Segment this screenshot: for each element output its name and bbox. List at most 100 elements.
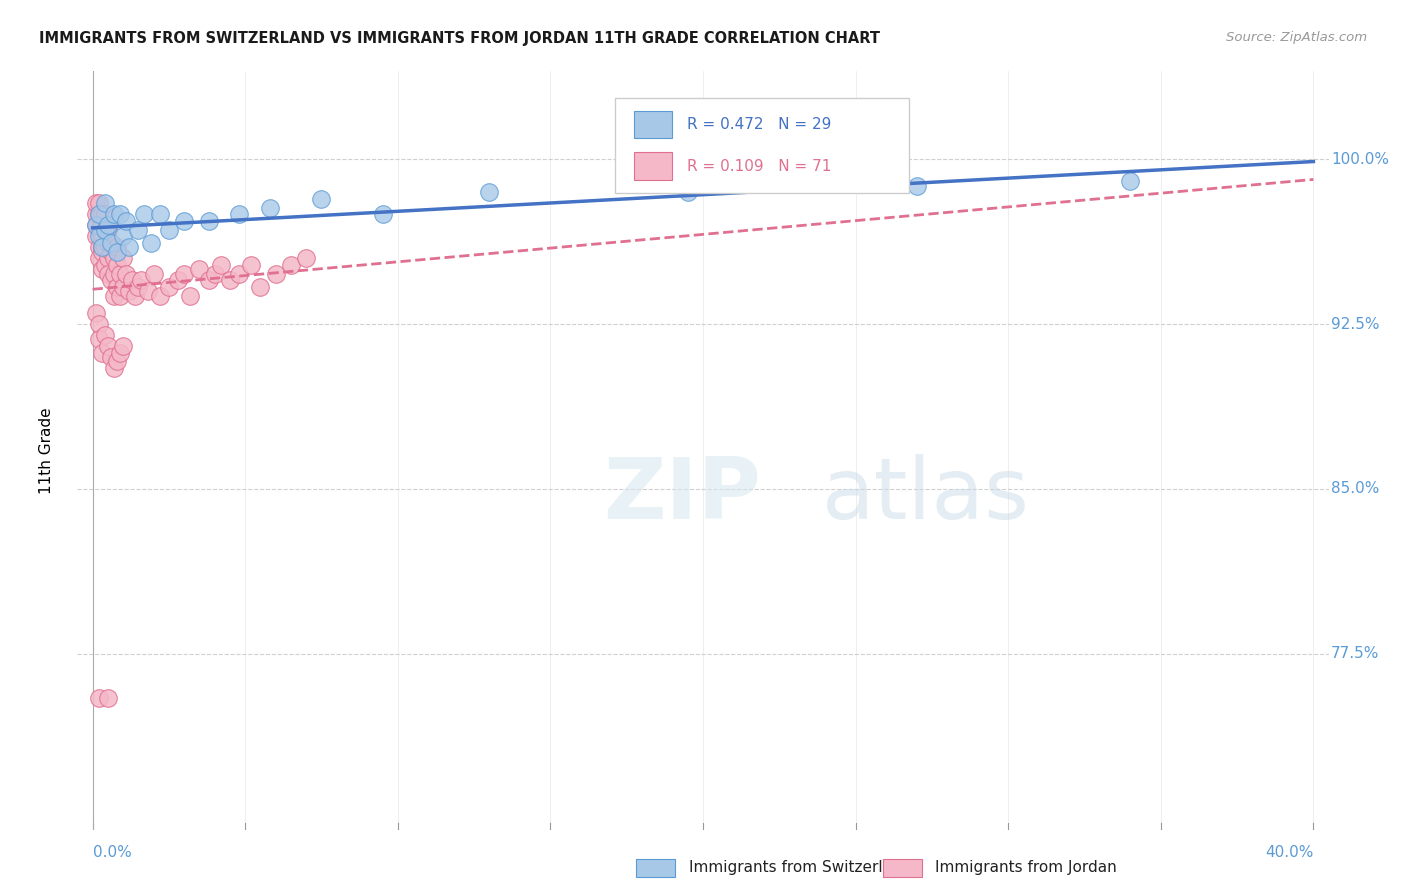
Point bbox=[127, 222, 149, 236]
Point bbox=[112, 251, 135, 265]
Point bbox=[105, 244, 128, 259]
Point bbox=[94, 207, 117, 221]
Point bbox=[90, 345, 112, 359]
Point bbox=[157, 222, 180, 236]
FancyBboxPatch shape bbox=[616, 98, 910, 193]
Text: ZIP: ZIP bbox=[603, 454, 761, 538]
Point bbox=[105, 354, 128, 368]
Point bbox=[136, 284, 159, 298]
Point bbox=[478, 186, 501, 200]
Point bbox=[100, 235, 122, 250]
Point bbox=[87, 317, 110, 331]
Point bbox=[103, 251, 125, 265]
Point bbox=[97, 267, 120, 281]
Point bbox=[188, 262, 211, 277]
Text: 40.0%: 40.0% bbox=[1265, 845, 1313, 860]
Point bbox=[157, 279, 180, 293]
Text: IMMIGRANTS FROM SWITZERLAND VS IMMIGRANTS FROM JORDAN 11TH GRADE CORRELATION CHA: IMMIGRANTS FROM SWITZERLAND VS IMMIGRANT… bbox=[39, 31, 880, 46]
Point bbox=[197, 273, 219, 287]
Point bbox=[103, 361, 125, 376]
Point bbox=[311, 192, 333, 206]
Point bbox=[97, 218, 120, 232]
Point bbox=[84, 207, 107, 221]
Point bbox=[197, 214, 219, 228]
Point bbox=[87, 207, 110, 221]
Point bbox=[108, 345, 131, 359]
Point bbox=[280, 258, 302, 272]
Point bbox=[103, 288, 125, 302]
Point bbox=[90, 244, 112, 259]
Point bbox=[149, 207, 172, 221]
Point bbox=[112, 229, 135, 244]
Point bbox=[112, 279, 135, 293]
Point bbox=[97, 235, 120, 250]
Point bbox=[97, 251, 120, 265]
Point bbox=[131, 273, 153, 287]
Text: R = 0.109   N = 71: R = 0.109 N = 71 bbox=[686, 159, 831, 174]
Point bbox=[134, 207, 156, 221]
Point bbox=[94, 258, 117, 272]
Point bbox=[219, 273, 242, 287]
Point bbox=[676, 186, 699, 200]
Point bbox=[97, 339, 120, 353]
Point bbox=[259, 201, 281, 215]
Point bbox=[179, 288, 201, 302]
Text: 11th Grade: 11th Grade bbox=[38, 407, 53, 494]
Text: 100.0%: 100.0% bbox=[1331, 152, 1389, 167]
Point bbox=[84, 306, 107, 320]
Point bbox=[103, 207, 125, 221]
Point bbox=[97, 690, 120, 705]
Point bbox=[228, 207, 250, 221]
Point bbox=[167, 273, 190, 287]
Point bbox=[87, 240, 110, 254]
Point bbox=[94, 222, 117, 236]
Text: 77.5%: 77.5% bbox=[1331, 646, 1379, 661]
Point bbox=[90, 240, 112, 254]
Point bbox=[371, 207, 394, 221]
Point bbox=[295, 251, 318, 265]
Point bbox=[84, 196, 107, 211]
Point bbox=[142, 267, 165, 281]
Point bbox=[103, 267, 125, 281]
Point bbox=[173, 267, 195, 281]
Point bbox=[87, 251, 110, 265]
Point bbox=[87, 222, 110, 236]
Point bbox=[94, 196, 117, 211]
Point bbox=[87, 196, 110, 211]
Point bbox=[87, 333, 110, 347]
Point bbox=[173, 214, 195, 228]
Point bbox=[90, 218, 112, 232]
Bar bbox=[634, 153, 672, 180]
Point bbox=[87, 690, 110, 705]
Text: atlas: atlas bbox=[823, 454, 1029, 538]
Point bbox=[105, 279, 128, 293]
Point bbox=[90, 207, 112, 221]
Point bbox=[94, 328, 117, 343]
Point bbox=[94, 222, 117, 236]
Point bbox=[100, 235, 122, 250]
Point bbox=[90, 262, 112, 277]
Text: Immigrants from Jordan: Immigrants from Jordan bbox=[935, 860, 1116, 874]
Point bbox=[115, 267, 138, 281]
Point bbox=[97, 222, 120, 236]
Point bbox=[240, 258, 263, 272]
Text: 92.5%: 92.5% bbox=[1331, 317, 1379, 332]
Text: R = 0.472   N = 29: R = 0.472 N = 29 bbox=[686, 117, 831, 132]
Point bbox=[127, 279, 149, 293]
Point bbox=[112, 339, 135, 353]
Point bbox=[264, 267, 287, 281]
Point bbox=[1119, 174, 1142, 188]
Point bbox=[105, 258, 128, 272]
Point bbox=[84, 229, 107, 244]
Text: Source: ZipAtlas.com: Source: ZipAtlas.com bbox=[1226, 31, 1367, 45]
Point bbox=[118, 284, 141, 298]
Point bbox=[108, 288, 131, 302]
Point bbox=[108, 267, 131, 281]
Point bbox=[228, 267, 250, 281]
Point bbox=[149, 288, 172, 302]
Text: 0.0%: 0.0% bbox=[93, 845, 131, 860]
Point bbox=[108, 207, 131, 221]
Point bbox=[209, 258, 232, 272]
Point bbox=[124, 288, 146, 302]
Point bbox=[90, 229, 112, 244]
